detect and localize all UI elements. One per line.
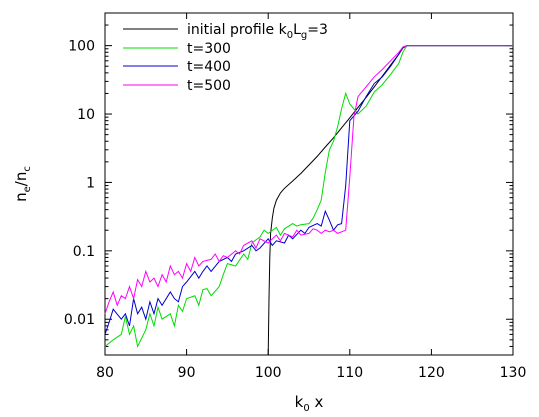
- y-tick-label: 0.01: [64, 312, 95, 328]
- series-line-initial-profile: [267, 45, 513, 356]
- series-line-t500: [104, 45, 513, 314]
- x-tick-label: 130: [500, 365, 527, 381]
- plot-frame: [104, 12, 514, 356]
- legend-label-t500: t=500: [187, 78, 231, 94]
- x-tick-label: 120: [418, 365, 445, 381]
- series-lines: [104, 45, 513, 356]
- x-tick-labels: 80 90 100 110 120 130: [96, 365, 526, 381]
- y-axis-label: ne/nc: [12, 166, 33, 202]
- legend-label-initial: initial profile k0Lg=3: [187, 22, 328, 41]
- x-tick-label: 110: [336, 365, 363, 381]
- y-tick-label: 100: [68, 39, 95, 55]
- x-tick-label: 100: [255, 365, 282, 381]
- axis-ticks: [104, 12, 514, 356]
- series-line-t300: [104, 45, 513, 349]
- y-tick-label: 10: [77, 107, 95, 123]
- series-line-t400: [104, 45, 513, 335]
- legend-label-t400: t=400: [187, 59, 231, 75]
- legend: initial profile k0Lg=3 t=300 t=400 t=500: [123, 22, 328, 94]
- y-tick-label: 0.1: [73, 244, 95, 260]
- y-tick-label: 1: [86, 175, 95, 191]
- x-axis-label: k0 x: [295, 393, 324, 414]
- x-tick-label: 90: [178, 365, 196, 381]
- legend-label-t300: t=300: [187, 41, 231, 57]
- y-tick-labels: 0.01 0.1 1 10 100: [64, 39, 95, 329]
- x-tick-label: 80: [96, 365, 114, 381]
